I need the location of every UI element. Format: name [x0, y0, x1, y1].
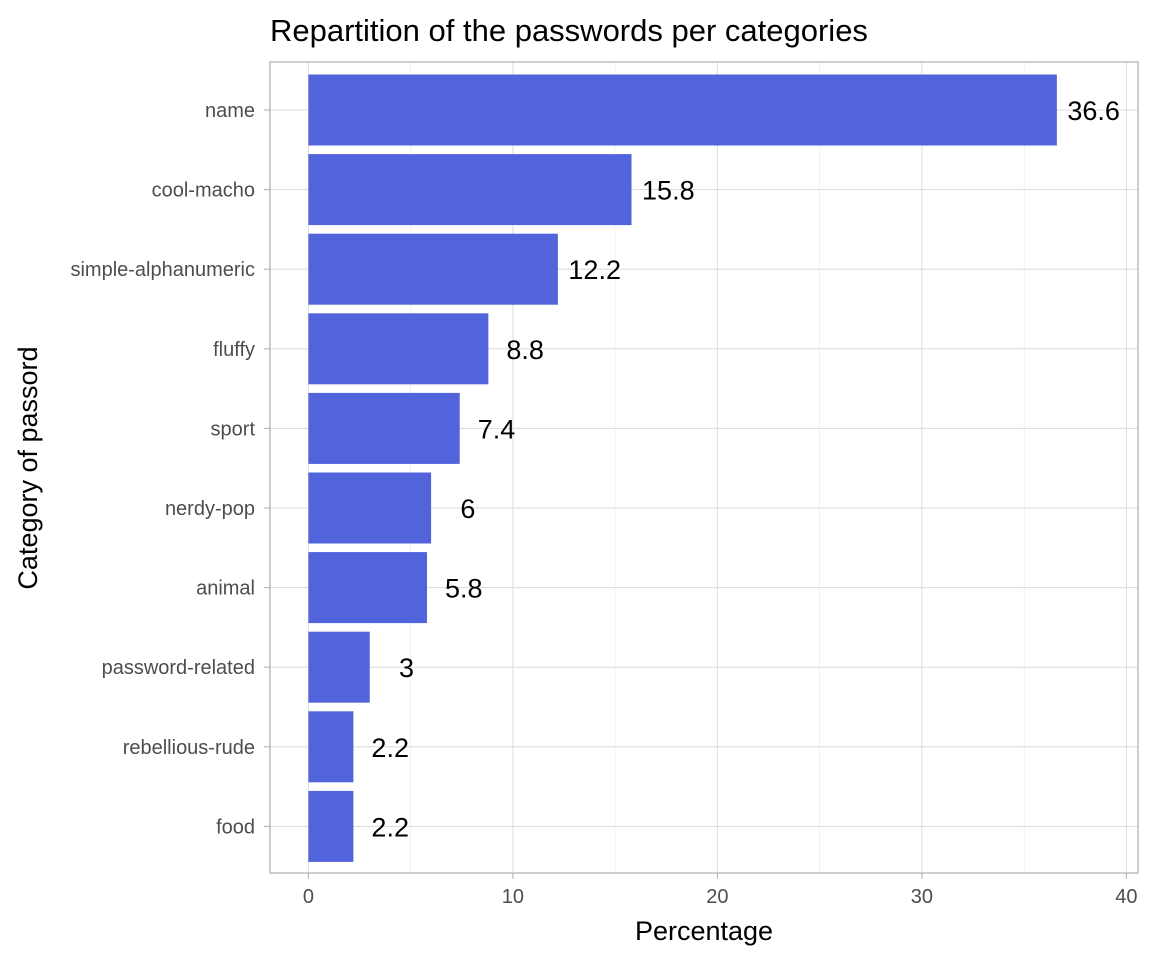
- data-label: 7.4: [478, 414, 516, 444]
- bar-nerdy-pop: [308, 472, 432, 544]
- bar-fluffy: [308, 313, 489, 385]
- x-tick-label: 10: [502, 886, 524, 908]
- bars: [308, 74, 1057, 862]
- bar-password-related: [308, 631, 370, 703]
- y-tick-label: rebellious-rude: [123, 737, 255, 759]
- data-label: 6: [460, 494, 475, 524]
- x-tick-label: 20: [706, 886, 728, 908]
- bar-rebellious-rude: [308, 711, 354, 783]
- y-tick-label: password-related: [102, 657, 255, 679]
- bar-sport: [308, 392, 460, 464]
- y-tick-label: name: [205, 100, 255, 122]
- chart-title: Repartition of the passwords per categor…: [270, 13, 868, 48]
- data-label: 8.8: [506, 335, 544, 365]
- data-label: 12.2: [568, 255, 621, 285]
- data-label: 5.8: [445, 574, 483, 604]
- x-tick-label: 30: [911, 886, 933, 908]
- data-label: 36.6: [1067, 96, 1120, 126]
- x-axis-ticks: 0 10 20 30 40: [303, 873, 1138, 908]
- bar-name: [308, 74, 1057, 146]
- y-tick-label: sport: [211, 418, 256, 440]
- x-tick-label: 0: [303, 886, 314, 908]
- y-tick-label: fluffy: [213, 339, 255, 361]
- bar-simple-alphanumeric: [308, 233, 558, 305]
- bar-cool-macho: [308, 154, 632, 226]
- bar-animal: [308, 552, 428, 624]
- y-tick-label: animal: [196, 578, 255, 600]
- data-label: 2.2: [371, 812, 409, 842]
- y-tick-label: nerdy-pop: [165, 498, 255, 520]
- x-tick-label: 40: [1115, 886, 1137, 908]
- y-axis-ticks: name cool-macho simple-alphanumeric fluffy s…: [70, 100, 270, 838]
- y-axis-title: Category of passord: [13, 346, 43, 589]
- x-axis-title: Percentage: [635, 916, 773, 946]
- data-label: 2.2: [371, 733, 409, 763]
- data-label: 3: [399, 653, 414, 683]
- data-label: 15.8: [642, 176, 695, 206]
- y-tick-label: food: [216, 816, 255, 838]
- y-tick-label: simple-alphanumeric: [70, 259, 255, 281]
- plot-panel-border: [269, 61, 1139, 874]
- data-labels: 36.6 15.8 12.2 8.8 7.4 6 5.8 3 2.2 2.2: [371, 96, 1120, 842]
- bar-food: [308, 790, 354, 862]
- y-tick-label: cool-macho: [152, 180, 255, 202]
